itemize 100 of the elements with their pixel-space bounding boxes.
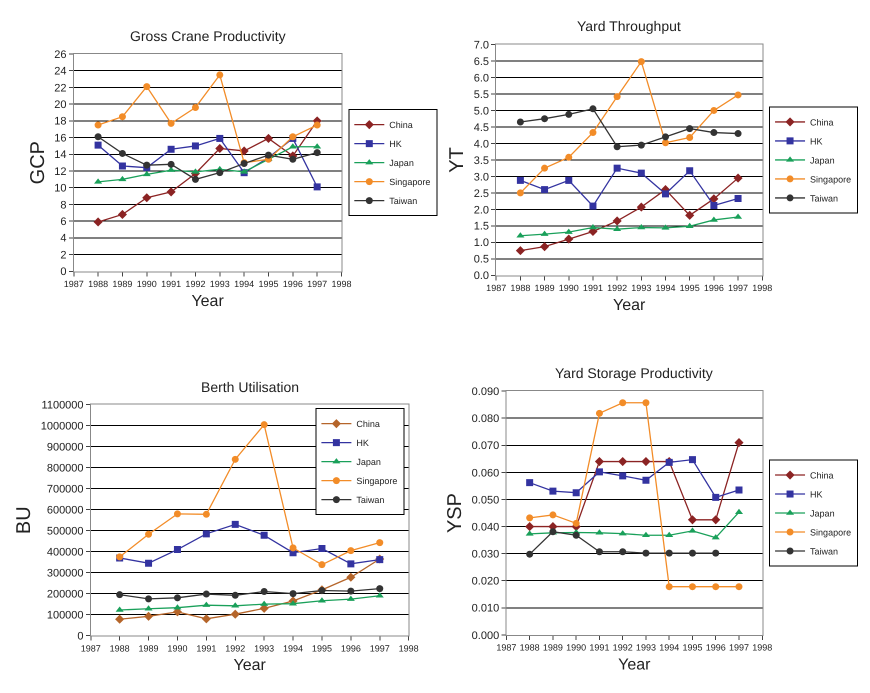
x-tick-label: 1992 [612, 642, 633, 653]
point [614, 164, 621, 172]
point [686, 134, 694, 141]
point [565, 154, 572, 161]
point [314, 149, 321, 156]
x-tick-label: 1987 [486, 283, 506, 294]
x-tick-label: 1987 [64, 279, 84, 290]
x-tick-label: 1993 [254, 643, 274, 654]
point [318, 561, 326, 568]
x-tick-label: 1996 [340, 643, 361, 654]
x-tick-label: 1996 [282, 279, 303, 290]
y-tick-label: 6.5 [474, 56, 489, 68]
y-axis-title: YT [446, 147, 468, 173]
point [526, 479, 534, 486]
y-tick-label: 26 [54, 48, 67, 61]
point [541, 115, 548, 122]
point [662, 190, 669, 198]
x-tick-label: 1994 [655, 283, 676, 294]
y-tick-label: 0.000 [472, 630, 500, 642]
legend-label: Japan [356, 457, 381, 468]
y-tick-label: 5.0 [474, 105, 489, 118]
point [240, 146, 249, 156]
point [290, 590, 297, 598]
x-tick-label: 1995 [258, 279, 278, 290]
point [516, 176, 524, 184]
point [260, 588, 268, 596]
point [168, 120, 175, 127]
x-tick-label: 1990 [167, 643, 188, 654]
point [232, 592, 239, 599]
y-tick-label: 900000 [46, 442, 84, 454]
legend-label: China [356, 419, 380, 430]
point [202, 510, 210, 518]
point [565, 176, 572, 184]
point [666, 550, 673, 557]
point [202, 590, 210, 598]
y-tick-label: 700000 [46, 484, 84, 496]
x-tick-label: 1992 [607, 283, 628, 294]
x-tick-label: 1993 [636, 642, 656, 653]
y-tick-label: 0.090 [472, 386, 500, 398]
point [94, 133, 102, 140]
legend-label: Taiwan [389, 196, 418, 206]
y-tick-label: 7.0 [474, 39, 489, 52]
x-tick-label: 1989 [534, 283, 555, 294]
point [734, 438, 744, 448]
point [572, 532, 580, 539]
x-tick-label: 1997 [307, 279, 328, 290]
point [619, 548, 626, 556]
point [594, 457, 604, 466]
x-tick-label: 1991 [582, 283, 603, 294]
y-tick-label: 1000000 [40, 420, 84, 433]
x-tick-label: 1995 [680, 283, 700, 294]
point [589, 202, 596, 210]
point [118, 210, 127, 219]
point [166, 187, 176, 196]
x-tick-label: 1995 [682, 642, 702, 653]
point [215, 144, 224, 153]
y-tick-label: 0.060 [472, 467, 500, 480]
chart-title: Yard Throughput [577, 18, 681, 34]
point [589, 129, 596, 136]
legend-label: Japan [810, 508, 835, 519]
x-tick-label: 1989 [112, 279, 132, 290]
x-tick-label: 1990 [136, 279, 157, 290]
x-tick-label: 1990 [558, 283, 579, 294]
point [143, 83, 150, 90]
point [230, 610, 240, 619]
point [192, 142, 199, 150]
x-tick-label: 1988 [510, 283, 530, 294]
x-tick-label: 1998 [752, 283, 772, 294]
point [94, 178, 102, 184]
point [118, 162, 126, 170]
x-tick-label: 1988 [88, 279, 108, 290]
y-tick-label: 100000 [46, 609, 84, 622]
x-tick-label: 1991 [161, 279, 182, 290]
point [565, 110, 572, 118]
legend-label: HK [810, 490, 823, 500]
legend-label: HK [389, 139, 402, 150]
x-tick-label: 1988 [520, 642, 540, 653]
y-tick-label: 6 [60, 216, 67, 228]
y-tick-label: 2 [60, 249, 67, 262]
point [642, 550, 650, 557]
point [318, 597, 326, 603]
x-tick-label: 1991 [589, 642, 610, 653]
point [94, 217, 103, 227]
point [216, 134, 224, 142]
point [526, 530, 534, 536]
point [202, 614, 211, 624]
point [614, 143, 621, 150]
y-tick-label: 0 [77, 630, 84, 642]
y-axis-title: BU [13, 506, 36, 534]
y-tick-label: 500000 [46, 526, 84, 538]
point [142, 193, 152, 202]
point [734, 130, 742, 138]
y-tick-label: 0.080 [472, 413, 500, 426]
y-tick-label: 4.5 [474, 122, 489, 134]
legend-label: Japan [389, 158, 414, 168]
point [688, 515, 698, 524]
point [290, 544, 297, 552]
point [240, 168, 248, 174]
point [145, 595, 152, 602]
point [94, 142, 102, 149]
